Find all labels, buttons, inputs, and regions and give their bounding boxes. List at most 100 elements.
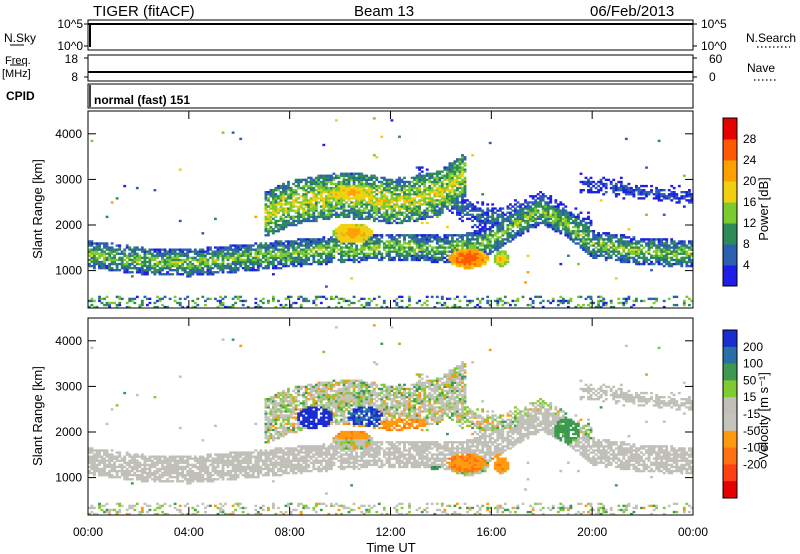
- power-cell: [90, 139, 94, 143]
- power-cell: [282, 207, 285, 210]
- power-cell: [284, 211, 288, 214]
- power-cell: [501, 303, 505, 307]
- power-cell: [317, 176, 321, 180]
- power-cell: [345, 209, 348, 212]
- power-cell: [125, 305, 129, 309]
- power-cell: [234, 252, 238, 255]
- power-cell: [551, 221, 555, 225]
- power-cell: [458, 174, 462, 177]
- power-cell: [652, 193, 656, 196]
- power-cell: [521, 209, 525, 212]
- power-cell: [481, 211, 485, 214]
- power-cell: [496, 256, 500, 260]
- power-cell: [622, 189, 626, 192]
- power-cell: [267, 211, 270, 214]
- power-cell: [103, 297, 106, 301]
- power-cell: [463, 164, 467, 167]
- power-cell: [627, 228, 631, 231]
- power-cell: [509, 234, 512, 237]
- power-cell: [178, 248, 182, 251]
- power-cell: [428, 236, 432, 239]
- power-cell: [367, 209, 371, 212]
- power-cell: [171, 250, 175, 253]
- power-cell: [287, 250, 290, 253]
- power-cell: [196, 273, 200, 276]
- power-cell: [483, 230, 487, 233]
- power-cell: [597, 295, 601, 299]
- power-cell: [451, 162, 454, 165]
- power-cell: [446, 186, 449, 190]
- power-cell: [456, 199, 459, 202]
- power-cell: [650, 191, 653, 194]
- power-cell: [519, 203, 522, 206]
- power-cell: [340, 238, 343, 241]
- power-cell: [166, 258, 169, 262]
- power-cell: [456, 203, 459, 206]
- velocity-cell: [93, 459, 96, 462]
- power-cell: [519, 219, 522, 223]
- power-cell: [229, 305, 233, 309]
- power-cell: [292, 221, 296, 225]
- power-cell: [403, 199, 406, 202]
- power-cell: [476, 219, 480, 223]
- power-cell: [430, 215, 434, 219]
- power-cell: [577, 225, 580, 229]
- power-cell: [355, 199, 359, 202]
- power-cell: [219, 264, 222, 268]
- power-cell: [345, 193, 348, 196]
- power-cell: [637, 250, 641, 253]
- power-cell: [461, 193, 464, 196]
- power-cell: [471, 225, 475, 229]
- power-cell: [645, 184, 648, 188]
- power-cell: [350, 248, 354, 251]
- velocity-cell: [88, 469, 91, 473]
- power-cell: [425, 240, 429, 243]
- power-cell: [267, 301, 270, 305]
- power-cell: [456, 250, 459, 253]
- power-cell: [503, 242, 507, 245]
- power-cell: [405, 201, 409, 204]
- power-cell: [539, 203, 543, 206]
- power-cell: [481, 209, 485, 212]
- power-cell: [204, 252, 207, 255]
- power-cell: [367, 248, 371, 251]
- power-cell: [231, 131, 235, 134]
- power-cell: [360, 180, 364, 184]
- power-cell: [120, 262, 124, 266]
- power-cell: [365, 228, 369, 231]
- power-cell: [526, 203, 530, 206]
- power-cell: [299, 178, 303, 182]
- power-cell: [645, 191, 648, 194]
- power-cell: [443, 238, 447, 241]
- power-cell: [385, 178, 389, 182]
- power-cell: [408, 211, 411, 214]
- power-cell: [335, 197, 338, 200]
- power-cell: [156, 248, 159, 251]
- power-cell: [597, 180, 601, 184]
- power-cell: [143, 271, 147, 274]
- power-cell: [670, 252, 674, 255]
- power-cell: [267, 191, 270, 194]
- power-cell: [647, 252, 651, 255]
- power-cell: [322, 246, 326, 249]
- power-cell: [211, 271, 215, 274]
- power-cell: [536, 223, 540, 227]
- power-cell: [347, 209, 351, 212]
- power-cell: [619, 260, 623, 264]
- power-cell: [665, 262, 669, 266]
- power-cell: [151, 254, 154, 257]
- power-cell: [204, 299, 207, 303]
- power-cell: [251, 244, 255, 247]
- power-cell: [592, 248, 596, 251]
- power-cell: [420, 234, 424, 237]
- power-cell: [609, 234, 613, 237]
- power-cell: [100, 264, 104, 268]
- power-cell: [579, 305, 583, 309]
- power-cell: [385, 180, 389, 184]
- power-cell: [667, 262, 671, 266]
- power-cell: [289, 252, 293, 255]
- power-cell: [393, 240, 396, 243]
- power-cell: [647, 250, 651, 253]
- power-cell: [113, 250, 117, 253]
- power-cell: [561, 301, 565, 305]
